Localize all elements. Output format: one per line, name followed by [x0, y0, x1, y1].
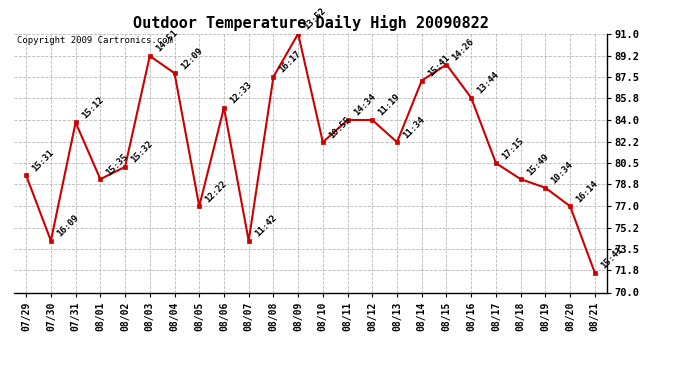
Text: 11:42: 11:42 [253, 213, 278, 238]
Text: 12:33: 12:33 [228, 80, 253, 105]
Text: 14:34: 14:34 [352, 93, 377, 118]
Title: Outdoor Temperature Daily High 20090822: Outdoor Temperature Daily High 20090822 [132, 15, 489, 31]
Text: 13:44: 13:44 [475, 70, 501, 96]
Text: 16:17: 16:17 [277, 50, 303, 75]
Text: 11:34: 11:34 [401, 115, 426, 140]
Text: 15:12: 15:12 [80, 95, 105, 120]
Text: 15:41: 15:41 [426, 53, 451, 78]
Text: 14:51: 14:51 [154, 28, 179, 54]
Text: 15:32: 15:32 [129, 139, 155, 165]
Text: 17:15: 17:15 [500, 136, 526, 161]
Text: 14:26: 14:26 [451, 37, 476, 62]
Text: 10:55: 10:55 [327, 115, 353, 140]
Text: 11:19: 11:19 [377, 93, 402, 118]
Text: 15:49: 15:49 [525, 152, 550, 177]
Text: 15:41: 15:41 [599, 245, 624, 271]
Text: 16:14: 16:14 [574, 179, 600, 204]
Text: Copyright 2009 Cartronics.com: Copyright 2009 Cartronics.com [17, 36, 172, 45]
Text: 15:31: 15:31 [30, 148, 56, 173]
Text: 10:34: 10:34 [549, 160, 575, 186]
Text: 12:22: 12:22 [204, 179, 229, 204]
Text: 12:09: 12:09 [179, 46, 204, 71]
Text: 16:09: 16:09 [55, 213, 81, 238]
Text: 13:52: 13:52 [302, 6, 328, 32]
Text: 15:35: 15:35 [104, 152, 130, 177]
